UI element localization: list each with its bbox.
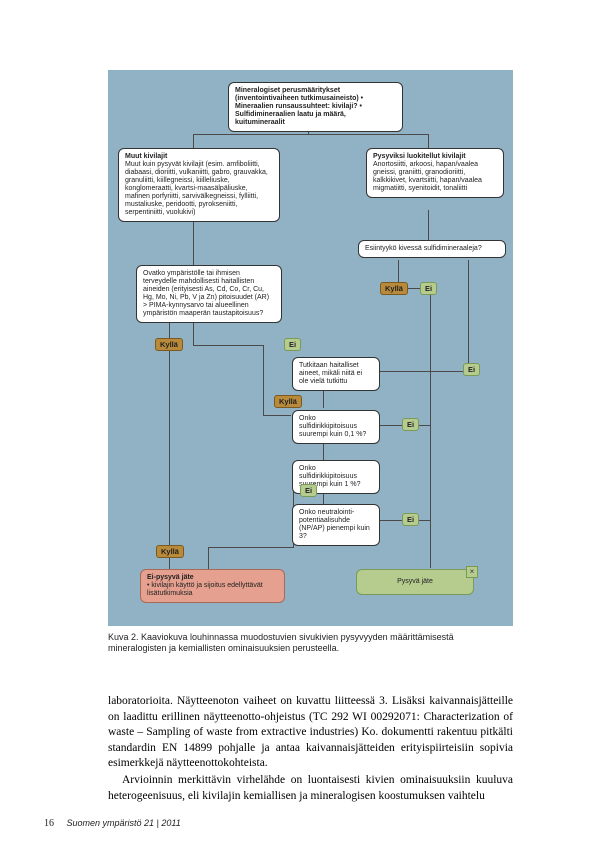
- node-sulfide-q: Esiintyykö kivessä sulfidimineraaleja?: [358, 240, 506, 258]
- node-other-rocks: Muut kivilajit Muut kuin pysyvät kivilaj…: [118, 148, 280, 222]
- node-investigate-text: Tutkitaan haitalliset aineet, mikäli nii…: [299, 362, 362, 385]
- node-npap: Onko neutralointi-potentiaalisuhde (NP/A…: [292, 504, 380, 546]
- legend-kyllä: Kyllä: [380, 282, 408, 295]
- out-nonpermanent-title: Ei-pysyvä jäte: [147, 574, 194, 581]
- body-paragraph-2: Arvioinnin merkittävin virhelähde on luo…: [108, 773, 513, 804]
- close-marker: ×: [466, 566, 478, 578]
- out-nonpermanent-body: • kivilajin käyttö ja sijoitus edellyttä…: [147, 582, 263, 597]
- node-harmful-q-text: Ovatko ympäristölle tai ihmisen terveyde…: [143, 270, 269, 317]
- edge: [193, 345, 263, 346]
- publication-name: Suomen ympäristö 21 | 2011: [67, 818, 181, 828]
- figure-caption: Kuva 2. Kaaviokuva louhinnassa muodostuv…: [108, 632, 513, 655]
- edge: [428, 134, 429, 148]
- node-investigate: Tutkitaan haitalliset aineet, mikäli nii…: [292, 357, 380, 391]
- page-footer: 16 Suomen ympäristö 21 | 2011: [44, 818, 181, 829]
- legend-ei: Ei: [284, 338, 301, 351]
- edge: [193, 134, 428, 135]
- out-permanent-text: Pysyvä jäte: [397, 578, 433, 585]
- node-permanent-rocks-body: Anortosiitti, arkoosi, hapan/vaalea gnei…: [373, 161, 482, 192]
- edge: [468, 260, 469, 371]
- edge: [169, 320, 170, 569]
- body-paragraph-1: laboratorioita. Näytteenoton vaiheet on …: [108, 694, 513, 772]
- edge: [323, 442, 324, 460]
- legend-kyllä: Kyllä: [274, 395, 302, 408]
- node-sulfide-q-text: Esiintyykö kivessä sulfidimineraaleja?: [365, 245, 482, 252]
- edge: [263, 345, 264, 415]
- legend-ei: Ei: [402, 418, 419, 431]
- node-other-rocks-title: Muut kivilajit: [125, 153, 167, 160]
- legend-ei: Ei: [300, 484, 317, 497]
- node-permanent-rocks-title: Pysyviksi luokitellut kivilajit: [373, 153, 466, 160]
- edge: [208, 547, 294, 548]
- legend-kyllä: Kyllä: [155, 338, 183, 351]
- node-root: Mineralogiset perusmääritykset (inventoi…: [228, 82, 403, 132]
- flowchart-diagram: Mineralogiset perusmääritykset (inventoi…: [108, 70, 513, 626]
- edge: [193, 217, 194, 265]
- edge: [430, 288, 431, 568]
- edge: [208, 547, 209, 569]
- edge: [428, 210, 429, 240]
- legend-ei: Ei: [463, 363, 480, 376]
- node-sulfur01-text: Onko sulfidirikkipitoisuus suurempi kuin…: [299, 415, 366, 438]
- node-sulfur01: Onko sulfidirikkipitoisuus suurempi kuin…: [292, 410, 380, 444]
- edge: [193, 320, 194, 345]
- node-harmful-q: Ovatko ympäristölle tai ihmisen terveyde…: [136, 265, 282, 323]
- legend-ei: Ei: [420, 282, 437, 295]
- edge: [193, 134, 194, 148]
- out-nonpermanent: Ei-pysyvä jäte • kivilajin käyttö ja sij…: [140, 569, 285, 603]
- page-number: 16: [44, 818, 54, 829]
- edge: [263, 415, 291, 416]
- legend-ei: Ei: [402, 513, 419, 526]
- out-permanent: Pysyvä jäte: [356, 569, 474, 595]
- node-root-text: Mineralogiset perusmääritykset (inventoi…: [235, 87, 363, 126]
- node-permanent-rocks: Pysyviksi luokitellut kivilajit Anortosi…: [366, 148, 504, 198]
- node-npap-text: Onko neutralointi-potentiaalisuhde (NP/A…: [299, 509, 370, 540]
- legend-kyllä: Kyllä: [156, 545, 184, 558]
- edge: [323, 390, 324, 408]
- node-other-rocks-body: Muut kuin pysyvät kivilajit (esim. amfib…: [125, 161, 268, 216]
